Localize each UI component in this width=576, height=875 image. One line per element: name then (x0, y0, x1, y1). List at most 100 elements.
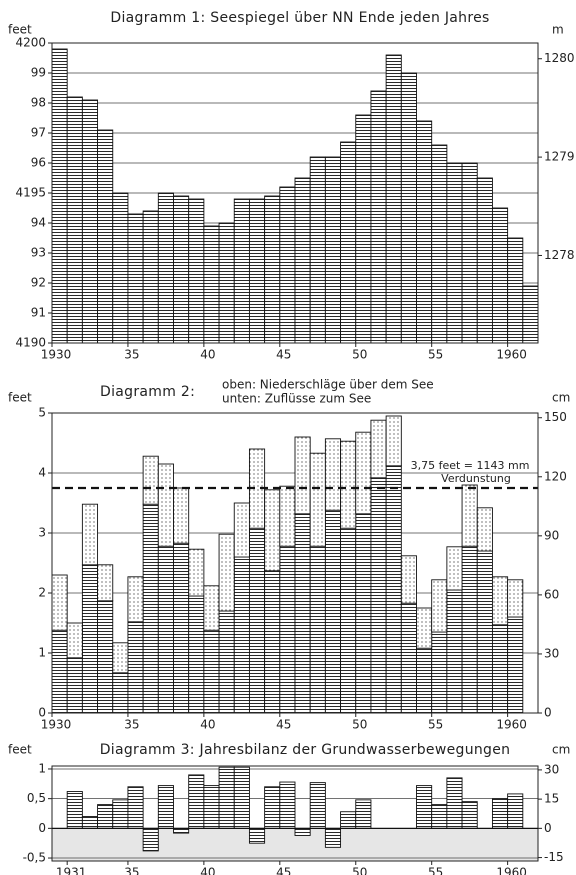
bar (233, 766, 250, 829)
bar (461, 162, 478, 344)
bar (431, 144, 448, 344)
bar (461, 484, 478, 547)
bar (370, 90, 387, 344)
bar (370, 477, 387, 714)
bar (264, 786, 281, 829)
bar (188, 774, 205, 829)
y-axis-label: feet (8, 23, 32, 37)
plot-frame (51, 42, 539, 344)
bar (294, 177, 311, 344)
x-tick-label: 40 (200, 718, 215, 732)
bar (340, 811, 357, 829)
annotation: 3,75 feet = 1143 mm (411, 459, 530, 472)
y2-tick-label: 15 (544, 792, 559, 806)
y-tick-label: 99 (31, 66, 46, 80)
y-tick-label: 4190 (15, 336, 46, 350)
x-tick-label: 1930 (41, 718, 72, 732)
bar (66, 657, 83, 714)
y-tick-label: 5 (38, 406, 46, 420)
y2-tick-label: 30 (544, 762, 559, 776)
y2-tick-label: 1279 (544, 150, 575, 164)
bar (355, 513, 372, 714)
bar (218, 766, 235, 829)
y2-tick-label: 0 (544, 706, 552, 720)
y2-tick-label: 60 (544, 587, 559, 601)
bar (416, 607, 433, 649)
bar (233, 198, 250, 344)
bar (476, 507, 493, 552)
y-tick-label: 4200 (15, 36, 46, 50)
bar (127, 213, 144, 344)
bar (233, 556, 250, 714)
x-tick-label: 1930 (41, 348, 72, 362)
bar (279, 186, 296, 344)
y-tick-label: -0,5 (23, 851, 46, 865)
bar (248, 827, 266, 844)
bar (188, 198, 205, 344)
plot-frame (51, 412, 539, 714)
x-tick-label: 1931 (56, 866, 87, 875)
bar (309, 782, 326, 829)
bar (264, 570, 281, 714)
bar (81, 99, 99, 344)
y-tick-label: 2 (38, 586, 46, 600)
bar (81, 816, 99, 829)
bar (51, 629, 68, 714)
bar (112, 642, 129, 674)
y2-axis-label: m (552, 23, 564, 37)
bar (294, 827, 311, 836)
bar (248, 198, 266, 344)
bar (355, 114, 372, 344)
bar (446, 546, 463, 591)
bar (127, 786, 144, 829)
x-tick-label: 50 (352, 348, 367, 362)
bar (218, 222, 235, 344)
y-tick-label: 97 (31, 126, 46, 140)
bar (142, 827, 159, 852)
bar (476, 177, 493, 344)
bar (157, 545, 174, 714)
bar (188, 595, 205, 714)
y-tick-label: 0 (38, 706, 46, 720)
y-tick-label: 94 (31, 216, 46, 230)
bar (431, 579, 448, 633)
bar (279, 781, 296, 829)
bar (203, 629, 220, 714)
bar (309, 156, 326, 344)
bar (127, 621, 144, 714)
y2-axis-label: cm (552, 391, 570, 405)
y-tick-label: 1 (38, 761, 46, 775)
bar (81, 503, 99, 566)
y-axis-label: feet (8, 391, 32, 405)
bar (97, 564, 114, 602)
bar (324, 438, 342, 511)
bar (264, 489, 281, 572)
y-tick-label: 96 (31, 156, 46, 170)
bar (370, 419, 387, 479)
chart-title: Diagramm 3: Jahresbilanz der Grundwasser… (100, 742, 511, 758)
x-tick-label: 35 (124, 866, 139, 875)
y-tick-label: 91 (31, 306, 46, 320)
bar (476, 550, 493, 714)
bar (446, 162, 463, 344)
x-tick-label: 55 (428, 718, 443, 732)
bar (446, 589, 463, 714)
x-tick-label: 1960 (496, 718, 527, 732)
x-tick-label: 50 (352, 866, 367, 875)
bar (340, 141, 357, 344)
chart-title: Diagramm 2: (100, 384, 195, 400)
x-tick-label: 35 (124, 718, 139, 732)
bar (416, 785, 433, 829)
bar (264, 195, 281, 344)
chart-title: Diagramm 1: Seespiegel über NN Ende jede… (110, 10, 489, 26)
bar (279, 545, 296, 714)
bar (324, 509, 342, 714)
bar (248, 527, 266, 714)
bar (309, 452, 326, 547)
bar (203, 785, 220, 829)
bar (173, 827, 190, 834)
x-tick-label: 55 (428, 866, 443, 875)
bar (416, 647, 433, 714)
y2-tick-label: 30 (544, 646, 559, 660)
y-tick-label: 4195 (15, 186, 46, 200)
